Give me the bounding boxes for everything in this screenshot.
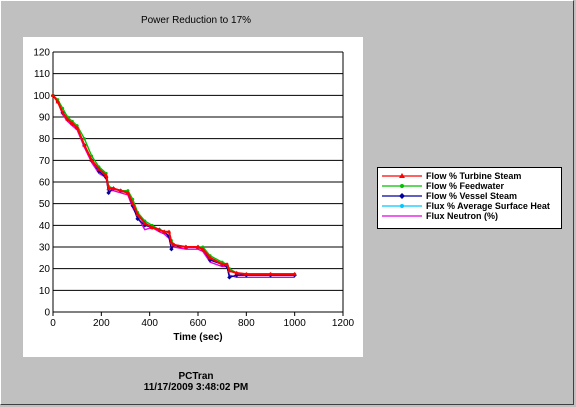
data-point	[111, 186, 116, 191]
plot-panel: 0 10 20 30 40 50 60 70 80 90 100 110 120 0 200 400 600 80…	[23, 37, 363, 357]
data-point	[55, 99, 61, 104]
data-point	[142, 220, 148, 225]
x-tick-label: 200	[93, 318, 110, 329]
legend-label: Flow % Vessel Steam	[426, 191, 518, 201]
x-tick-label: 400	[141, 318, 158, 329]
y-tick-label: 0	[44, 308, 50, 319]
data-point	[224, 262, 230, 266]
legend-item: Flow % Feedwater	[380, 181, 561, 191]
y-tick-label: 30	[39, 243, 51, 254]
footer-app-name: PCTran	[178, 371, 214, 382]
data-point	[74, 125, 80, 130]
y-tick-label: 90	[39, 113, 51, 124]
data-point	[157, 227, 162, 232]
x-axis-label: Time (sec)	[173, 332, 222, 343]
y-tick-label: 110	[34, 69, 50, 80]
data-point	[171, 242, 177, 247]
legend-item: Flow % Vessel Steam	[380, 191, 561, 201]
series-line-0	[52, 94, 295, 276]
series-line-1	[52, 94, 295, 275]
data-point	[244, 271, 249, 276]
data-point	[149, 225, 155, 230]
data-point	[70, 121, 75, 126]
data-point	[227, 275, 232, 280]
legend-item: Flux % Average Surface Heat	[380, 201, 561, 211]
data-point	[125, 190, 131, 195]
data-point	[161, 229, 167, 234]
data-point	[183, 244, 189, 249]
data-point	[96, 166, 102, 171]
legend-swatch	[382, 173, 422, 178]
y-tick-label: 10	[39, 286, 51, 297]
legend-label: Flow % Turbine Steam	[426, 171, 522, 181]
legend-swatch	[382, 215, 422, 217]
data-point	[82, 137, 86, 141]
y-tick-label: 80	[39, 134, 51, 145]
legend-label: Flux % Average Surface Heat	[426, 201, 550, 211]
data-point	[65, 116, 70, 121]
data-point	[169, 240, 174, 245]
chart-footer: PCTran 11/17/2009 3:48:02 PM	[1, 371, 391, 393]
data-point	[60, 110, 65, 115]
data-point	[234, 270, 239, 275]
legend-swatch	[382, 184, 422, 188]
x-tick-label: 1000	[284, 318, 307, 329]
legend-label: Flow % Feedwater	[426, 181, 505, 191]
chart-legend: Flow % Turbine Steam Flow % Feedwater Flow…	[377, 167, 562, 229]
data-point	[135, 216, 140, 222]
y-tick-label: 120	[33, 48, 50, 59]
legend-label: Flux Neutron (%)	[426, 211, 498, 221]
x-tick-label: 600	[190, 318, 207, 329]
data-point	[227, 268, 232, 273]
data-point	[169, 246, 174, 252]
y-tick-label: 100	[33, 91, 50, 102]
data-point	[50, 93, 56, 97]
x-tick-label: 800	[238, 318, 255, 329]
data-point	[268, 271, 273, 276]
data-point	[130, 201, 135, 206]
data-point	[135, 212, 140, 217]
data-point	[195, 244, 201, 249]
x-tick-label: 1200	[332, 318, 355, 329]
x-tick-label: 0	[50, 318, 56, 329]
y-tick-label: 50	[39, 199, 51, 210]
data-point	[292, 271, 297, 276]
legend-swatch	[382, 193, 422, 199]
data-point	[106, 190, 111, 196]
data-point	[118, 188, 123, 193]
y-tick-label: 40	[39, 221, 51, 232]
chart-title: Power Reduction to 17%	[140, 15, 252, 26]
data-point	[89, 158, 94, 162]
legend-item: Flux Neutron (%)	[380, 211, 561, 221]
data-point	[103, 173, 109, 178]
y-tick-label: 70	[39, 156, 51, 167]
y-tick-label: 20	[39, 264, 51, 275]
footer-timestamp: 11/17/2009 3:48:02 PM	[143, 382, 249, 393]
series-line-4	[52, 94, 295, 279]
data-point	[106, 186, 111, 191]
y-tick-label: 60	[39, 178, 51, 189]
data-point	[82, 142, 87, 147]
data-point	[200, 246, 206, 251]
legend-item: Flow % Turbine Steam	[380, 171, 561, 181]
legend-swatch	[382, 204, 422, 208]
data-point	[166, 229, 172, 234]
data-point	[219, 262, 225, 266]
data-point	[207, 255, 213, 260]
series-line-2	[52, 94, 295, 279]
